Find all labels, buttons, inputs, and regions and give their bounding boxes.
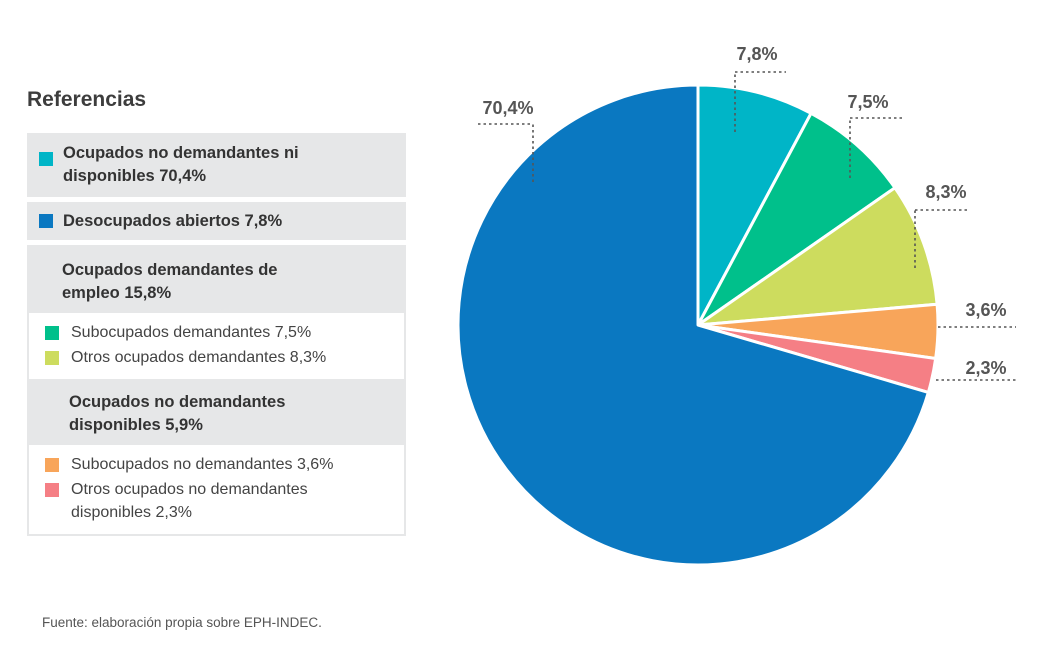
slice-data-label: 8,3% <box>925 182 966 202</box>
legend-item-subocupados-demandantes: Subocupados demandantes 7,5% <box>45 321 392 344</box>
slice-leader-line <box>849 117 902 178</box>
legend-swatch <box>39 152 53 166</box>
slice-leader-line <box>478 123 534 182</box>
slice-data-label: 7,5% <box>847 92 888 112</box>
source-note: Fuente: elaboración propia sobre EPH-IND… <box>42 615 322 630</box>
slice-data-label: 3,6% <box>965 300 1006 320</box>
legend-title: Referencias <box>27 88 147 111</box>
legend-group-label: Ocupados demandantes de empleo 15,8% <box>29 247 404 313</box>
legend-swatch <box>45 483 59 497</box>
legend-group-ocupados-demandantes: Ocupados demandantes de empleo 15,8% Sub… <box>27 245 406 536</box>
legend-item-label: Ocupados no demandantes ni disponibles 7… <box>63 144 299 185</box>
legend-swatch <box>45 326 59 340</box>
legend-item-ocupados-no-demandantes-ni-disponibles: Ocupados no demandantes ni disponibles 7… <box>27 133 406 197</box>
legend-item-label: Subocupados no demandantes 3,6% <box>71 456 334 473</box>
legend-swatch <box>45 458 59 472</box>
legend-item-label: Otros ocupados demandantes 8,3% <box>71 349 327 366</box>
legend-group-label: Ocupados no demandantes disponibles 5,9% <box>29 379 404 445</box>
slice-data-label: 70,4% <box>482 98 533 118</box>
pie-slice <box>696 111 897 327</box>
slice-leader-line <box>734 71 786 132</box>
slice-leader-line <box>914 209 970 268</box>
legend-item-label: Desocupados abiertos 7,8% <box>63 212 283 230</box>
legend-item-desocupados-abiertos: Desocupados abiertos 7,8% <box>27 202 406 240</box>
legend-item-label: Otros ocupados no demandantes disponible… <box>71 481 308 521</box>
legend-swatch <box>45 351 59 365</box>
pie-slice <box>696 83 813 327</box>
legend: Ocupados no demandantes ni disponibles 7… <box>27 133 406 536</box>
pie-slice <box>456 83 930 567</box>
legend-item-otros-ocupados-demandantes: Otros ocupados demandantes 8,3% <box>45 346 392 369</box>
legend-swatch <box>39 214 53 228</box>
legend-item-label: Subocupados demandantes 7,5% <box>71 324 312 341</box>
legend-item-subocupados-no-demandantes: Subocupados no demandantes 3,6% <box>45 453 392 476</box>
legend-item-otros-ocupados-no-demandantes-disponibles: Otros ocupados no demandantes disponible… <box>45 478 392 524</box>
pie-slice <box>696 186 939 327</box>
slice-data-label: 2,3% <box>965 358 1006 378</box>
slice-data-label: 7,8% <box>736 44 777 64</box>
